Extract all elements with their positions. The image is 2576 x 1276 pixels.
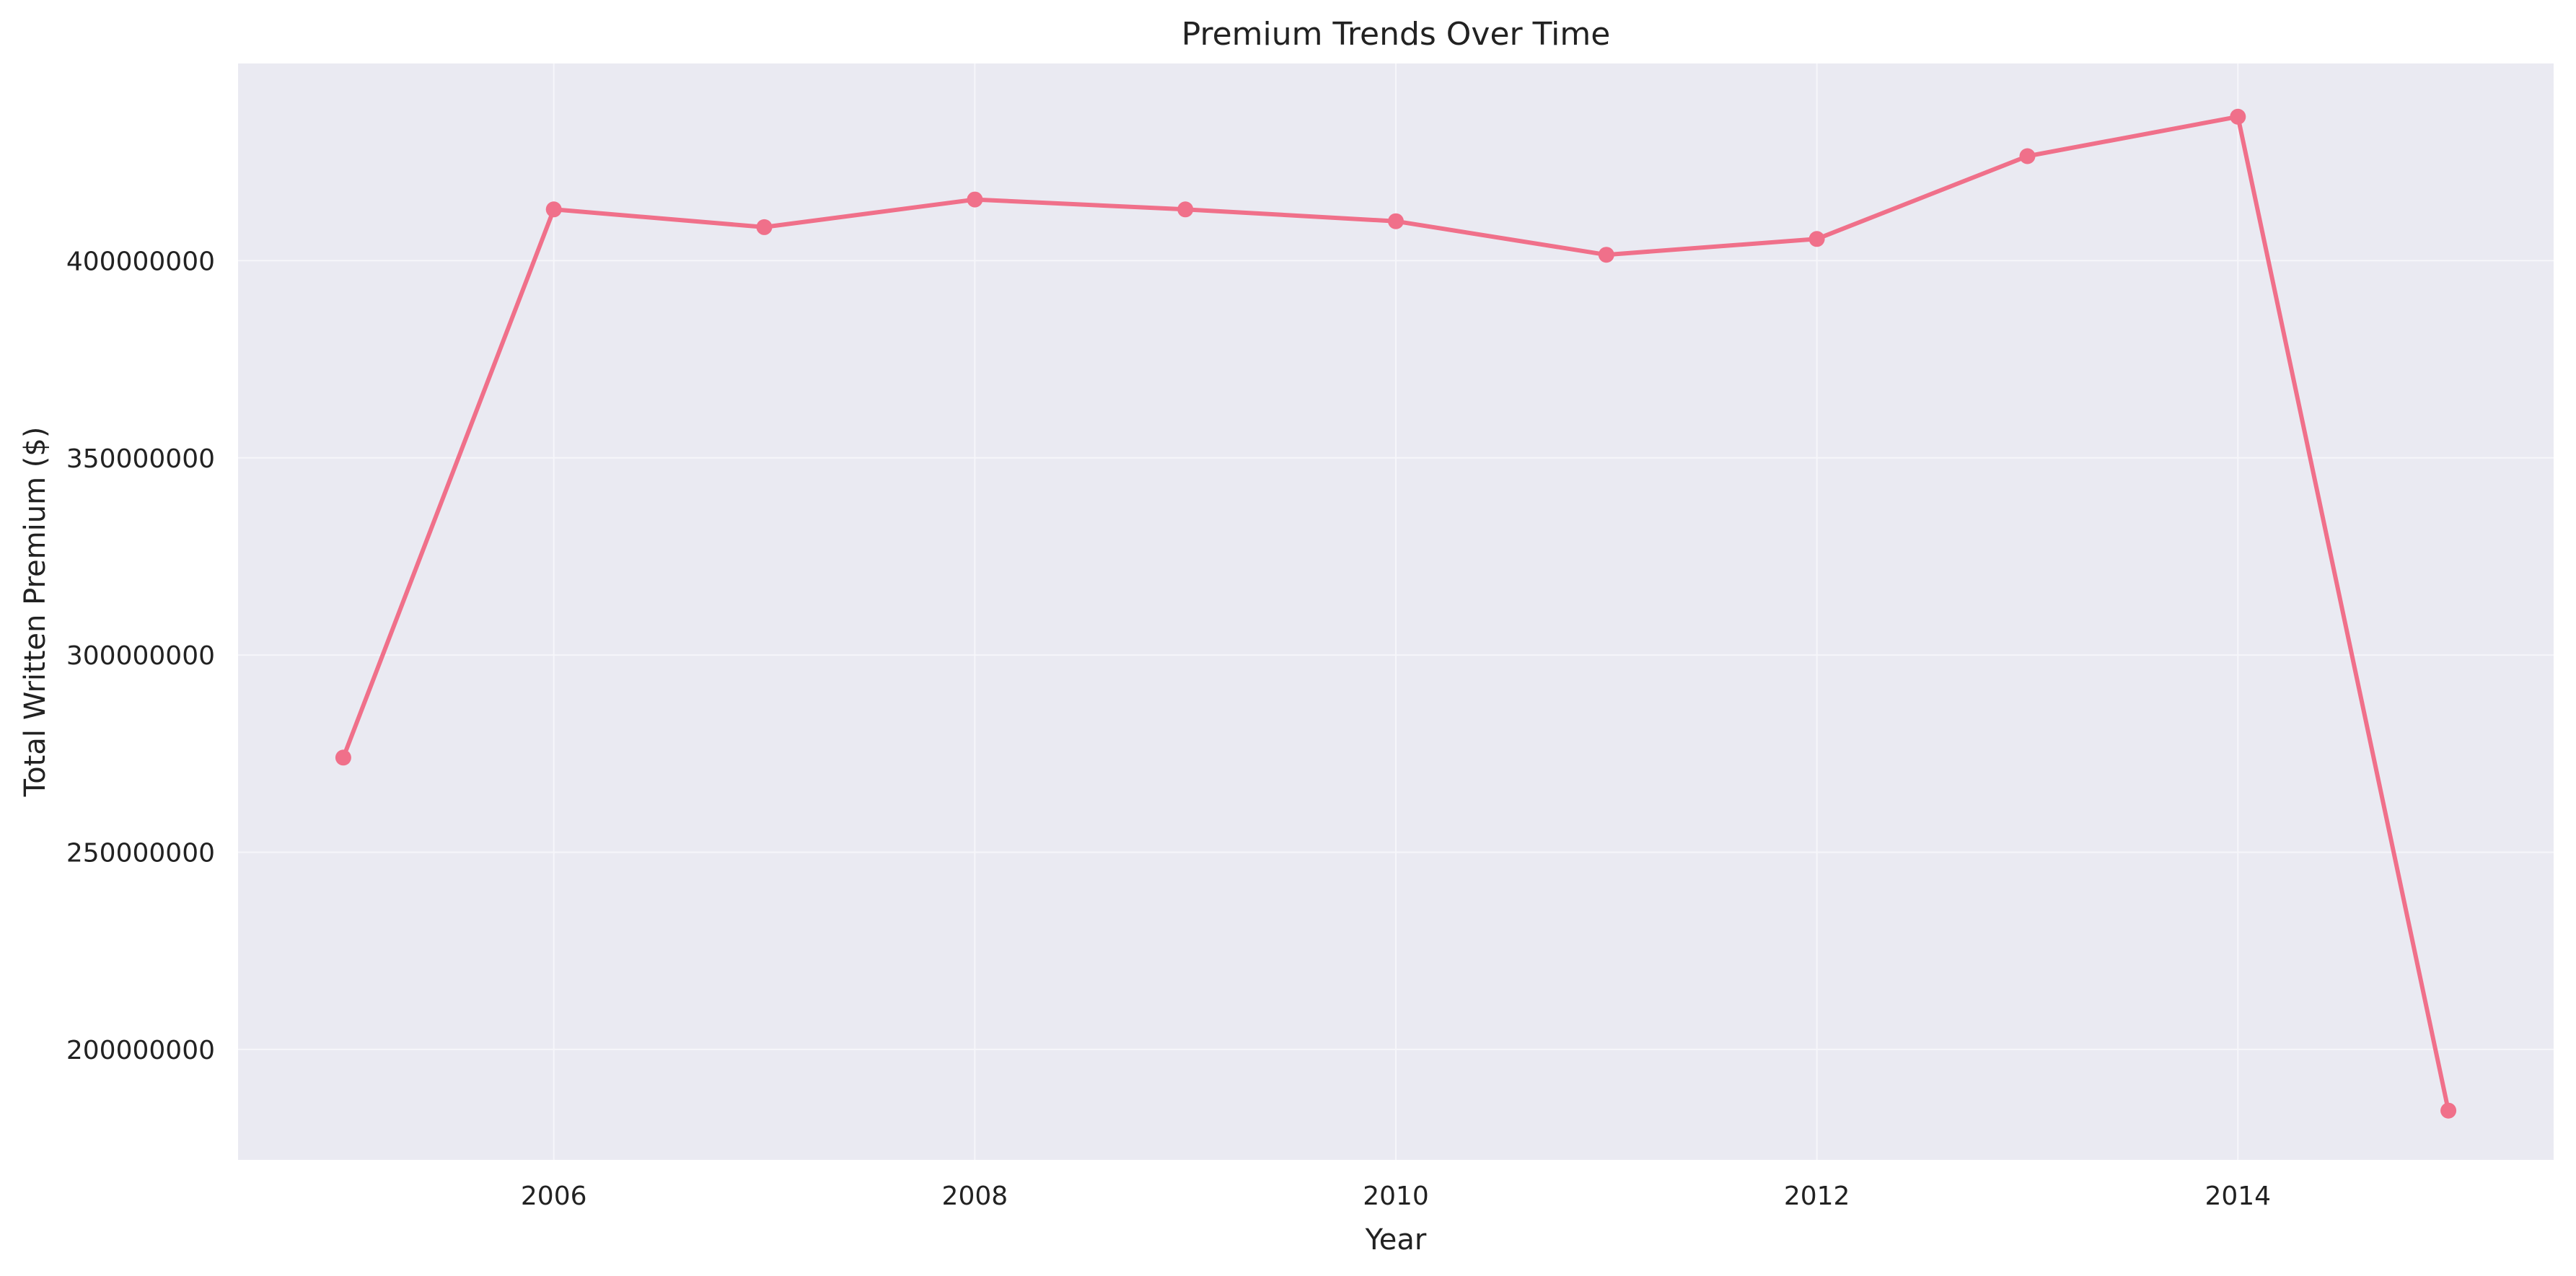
data-point[interactable] xyxy=(545,201,562,218)
data-point[interactable] xyxy=(335,749,351,766)
data-point[interactable] xyxy=(1808,231,1825,247)
grid-lines xyxy=(238,63,2554,1160)
y-tick-label: 350000000 xyxy=(66,444,215,474)
y-axis-label: Total Written Premium ($) xyxy=(19,427,52,798)
x-tick-label: 2006 xyxy=(521,1182,587,1211)
x-axis-label: Year xyxy=(1365,1223,1427,1257)
y-tick-label: 250000000 xyxy=(66,839,215,868)
data-point[interactable] xyxy=(756,219,773,235)
x-tick-label: 2014 xyxy=(2204,1182,2271,1211)
y-tick-label: 400000000 xyxy=(66,247,215,276)
x-tick-label: 2010 xyxy=(1363,1182,1429,1211)
y-tick-label: 300000000 xyxy=(66,641,215,671)
data-point[interactable] xyxy=(1177,201,1194,218)
chart-title: Premium Trends Over Time xyxy=(1182,16,1611,53)
y-tick-label: 200000000 xyxy=(66,1036,215,1065)
data-point[interactable] xyxy=(2019,148,2036,164)
x-axis-ticks: 2006 2008 2010 2012 2014 xyxy=(521,1182,2271,1211)
data-point[interactable] xyxy=(2230,108,2246,125)
data-point[interactable] xyxy=(967,191,983,208)
data-point[interactable] xyxy=(2440,1102,2457,1119)
x-tick-label: 2008 xyxy=(942,1182,1008,1211)
data-point[interactable] xyxy=(1598,247,1614,263)
y-axis-ticks: 200000000 250000000 300000000 350000000 4000… xyxy=(66,247,215,1065)
x-tick-label: 2012 xyxy=(1784,1182,1850,1211)
data-point[interactable] xyxy=(1388,213,1404,229)
series-layer xyxy=(335,108,2457,1119)
